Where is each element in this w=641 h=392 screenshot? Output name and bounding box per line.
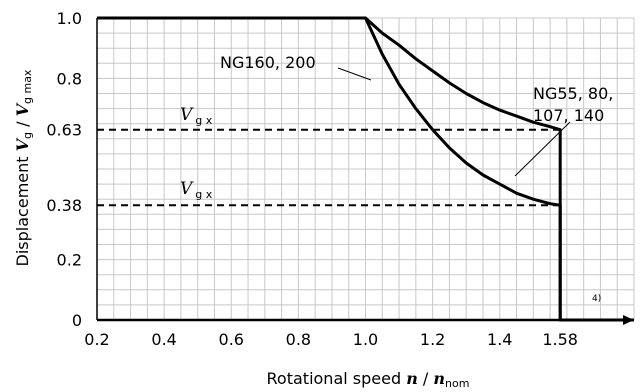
y-axis-label: Displacement Vg / Vg max <box>13 69 34 266</box>
x-tick-label: 0.8 <box>286 330 311 349</box>
callout-ng160: NG160, 200 <box>220 53 316 72</box>
y-tick-label: 0 <box>72 311 82 330</box>
x-tick-labels: 0.2 0.4 0.6 0.8 1.0 1.2 1.4 1.58 <box>84 330 578 349</box>
x-axis-label: Rotational speed n / nnom <box>267 369 470 390</box>
y-tick-label: 0.63 <box>46 121 82 140</box>
y-tick-label: 1.0 <box>57 9 82 28</box>
axes <box>96 18 634 325</box>
series-line-1 <box>97 16 634 322</box>
reference-lines <box>97 128 561 207</box>
callout-leader-ng55 <box>514 121 571 177</box>
x-tick-label: 1.0 <box>353 330 378 349</box>
x-tick-label: 0.6 <box>219 330 244 349</box>
callout-leader-ng160 <box>337 67 372 81</box>
grid-lines <box>96 17 635 321</box>
callout-ng55-line2: 107, 140 <box>533 106 604 125</box>
y-tick-label: 0.38 <box>46 196 82 215</box>
footnote-4: 4) <box>592 294 601 304</box>
y-tick-labels: 0 0.2 0.38 0.63 0.8 1.0 <box>46 9 82 330</box>
y-tick-label: 0.2 <box>57 251 82 270</box>
x-axis-arrow <box>623 315 634 325</box>
x-tick-label: 1.58 <box>542 330 578 349</box>
series-lines <box>97 16 634 322</box>
y-tick-label: 0.8 <box>57 69 82 88</box>
x-tick-label: 0.4 <box>151 330 176 349</box>
series-line-0 <box>97 16 634 322</box>
callout-ng55-line1: NG55, 80, <box>533 84 613 103</box>
x-tick-label: 1.4 <box>487 330 512 349</box>
x-tick-label: 1.2 <box>420 330 445 349</box>
x-tick-label: 0.2 <box>84 330 109 349</box>
